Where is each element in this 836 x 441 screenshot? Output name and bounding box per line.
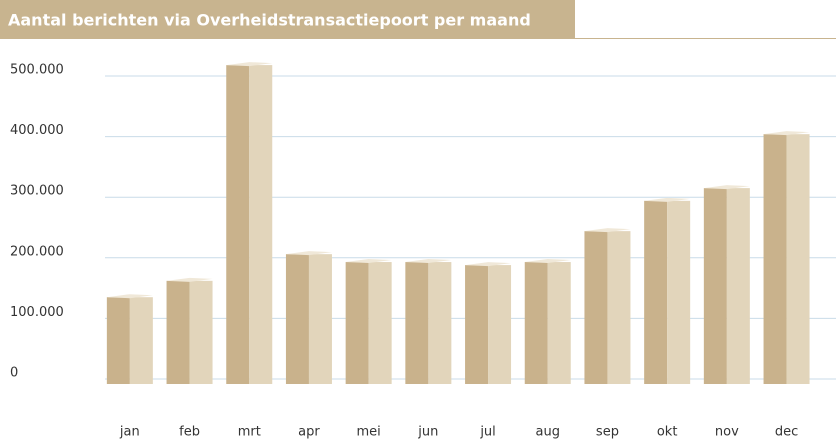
- x-tick-label: mrt: [238, 425, 261, 440]
- bar: [166, 277, 213, 384]
- bar-front: [524, 262, 548, 384]
- bar: [703, 185, 750, 384]
- y-tick-label: 200.000: [10, 244, 64, 259]
- x-tick-label: dec: [775, 425, 798, 440]
- bar: [226, 62, 273, 384]
- bar-front: [703, 188, 727, 384]
- bar-top: [465, 262, 512, 267]
- bar-top: [763, 131, 810, 136]
- bar: [106, 294, 153, 384]
- x-tick-label: jul: [479, 425, 495, 440]
- bar-front: [285, 254, 309, 384]
- y-tick-label: 0: [10, 366, 18, 381]
- x-tick-label: mei: [357, 425, 381, 440]
- bar-top: [644, 197, 691, 202]
- y-tick-label: 300.000: [10, 184, 64, 199]
- x-tick-label: nov: [715, 425, 739, 440]
- bar-side: [428, 262, 452, 384]
- bar-side: [786, 134, 810, 384]
- bar: [584, 228, 631, 384]
- bar-top: [345, 259, 392, 264]
- bar-front: [584, 231, 608, 384]
- bar-top: [226, 62, 273, 67]
- bar: [465, 262, 512, 384]
- x-tick-label: okt: [657, 425, 678, 440]
- bar-top: [703, 185, 750, 190]
- y-tick-label: 400.000: [10, 123, 64, 138]
- bar-side: [547, 262, 571, 384]
- bar: [644, 197, 691, 384]
- bar-front: [405, 262, 429, 384]
- bar-side: [249, 65, 273, 384]
- title-bar: [0, 0, 575, 38]
- bar-side: [129, 297, 153, 384]
- bar-front: [226, 65, 250, 384]
- bar-side: [607, 231, 631, 384]
- bar-side: [667, 200, 691, 384]
- y-tick-label: 100.000: [10, 305, 64, 320]
- x-tick-label: sep: [596, 425, 619, 440]
- bar-side: [726, 188, 750, 384]
- bar-front: [106, 297, 130, 384]
- bar: [405, 259, 452, 384]
- x-tick-label: aug: [536, 425, 560, 440]
- bar-side: [368, 262, 392, 384]
- bar-top: [524, 259, 571, 264]
- bar: [524, 259, 571, 384]
- x-tick-label: feb: [179, 425, 200, 440]
- bar-front: [644, 200, 668, 384]
- bar: [285, 251, 332, 384]
- bar-side: [488, 265, 512, 384]
- bar-front: [345, 262, 369, 384]
- x-tick-label: jun: [417, 425, 438, 440]
- bar-top: [405, 259, 452, 264]
- bar-side: [308, 254, 332, 384]
- x-tick-label: apr: [298, 425, 320, 440]
- y-tick-label: 500.000: [10, 63, 64, 78]
- bar: [345, 259, 392, 384]
- bar-front: [465, 265, 489, 384]
- bar-side: [189, 280, 213, 384]
- bar: [763, 131, 810, 384]
- chart-title: Aantal berichten via Overheidstransactie…: [8, 11, 531, 30]
- bar-front: [166, 280, 190, 384]
- bar-top: [166, 277, 213, 282]
- bar-top: [106, 294, 153, 299]
- bar-front: [763, 134, 787, 384]
- bar-top: [584, 228, 631, 233]
- bar-top: [285, 251, 332, 256]
- x-tick-label: jan: [119, 425, 140, 440]
